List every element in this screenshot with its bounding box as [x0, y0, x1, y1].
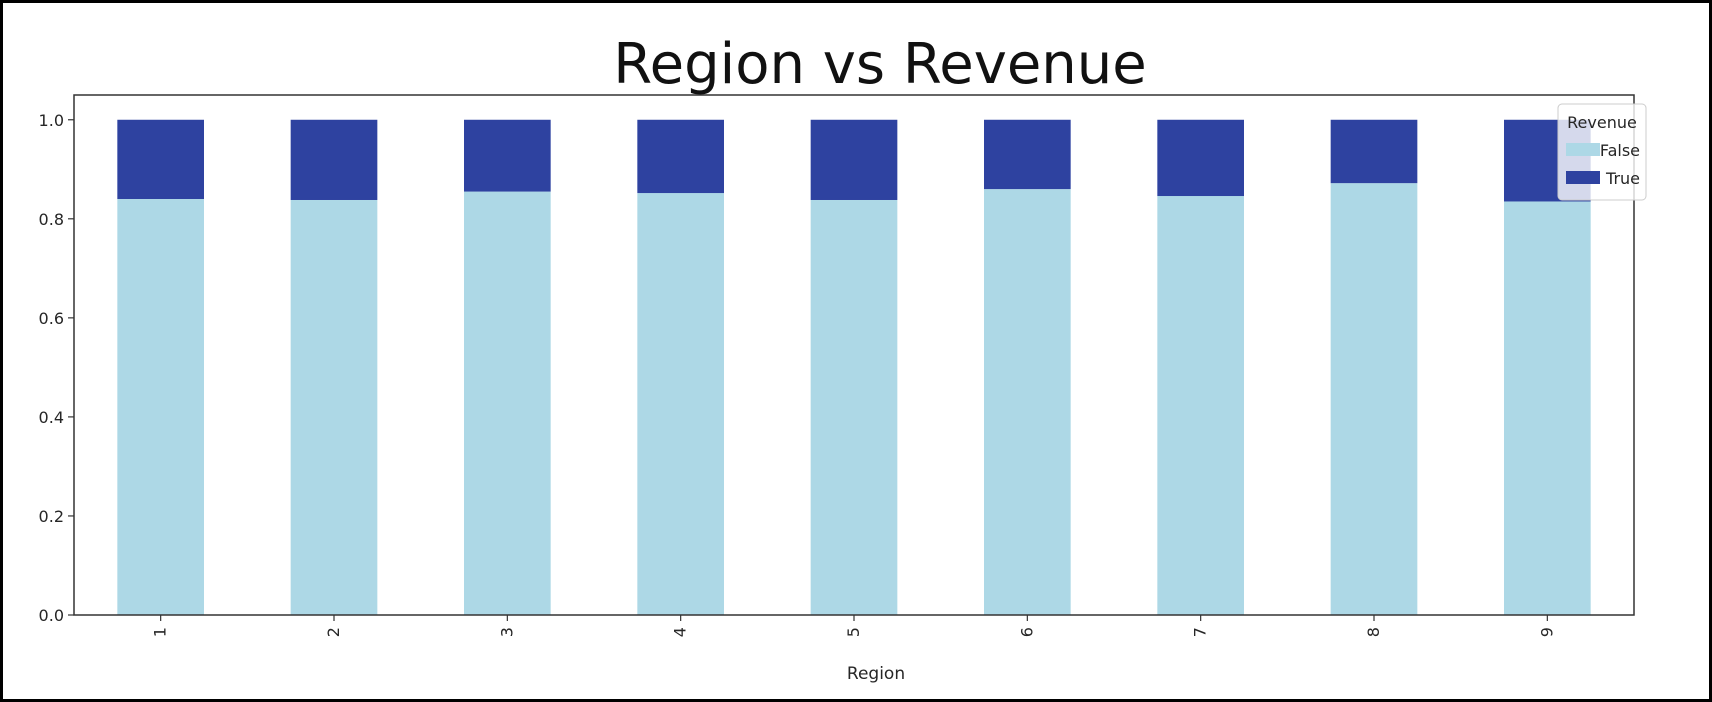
x-tick-label: 7	[1191, 627, 1210, 637]
y-tick-label: 0.8	[39, 210, 64, 229]
y-tick-label: 0.4	[39, 408, 64, 427]
x-tick-label: 9	[1537, 627, 1556, 637]
bar-false-region-1	[117, 199, 204, 615]
y-tick-label: 0.6	[39, 309, 64, 328]
x-axis: 1 2 3 4 5 6 7 8 9	[151, 615, 1556, 637]
x-tick-label: 5	[844, 627, 863, 637]
plot-area: 0.0 0.2 0.4 0.6 0.8 1.0 1 2 3 4 5 6 7 8 9	[39, 94, 1635, 637]
bar-true-region-3	[464, 119, 551, 192]
x-tick-label: 4	[671, 627, 690, 637]
y-tick-label: 0.0	[39, 606, 64, 625]
legend-swatch-true	[1566, 171, 1600, 184]
bar-true-region-2	[290, 119, 378, 200]
bar-true-region-7	[1157, 119, 1244, 197]
bar-false-region-3	[464, 191, 551, 615]
bar-true-region-1	[117, 119, 204, 199]
bar-false-region-7	[1157, 196, 1244, 615]
x-tick-label: 3	[497, 627, 516, 637]
bar-true-region-4	[637, 119, 724, 194]
y-axis: 0.0 0.2 0.4 0.6 0.8 1.0	[39, 111, 74, 625]
legend-label-true: True	[1605, 169, 1640, 188]
bar-true-region-8	[1330, 119, 1418, 184]
x-tick-label: 6	[1017, 627, 1036, 637]
legend-title: Revenue	[1567, 113, 1637, 132]
x-tick-label: 8	[1364, 627, 1383, 637]
bar-false-region-9	[1504, 201, 1591, 616]
bar-true-region-6	[984, 119, 1071, 190]
legend-swatch-false	[1566, 143, 1600, 156]
y-tick-label: 1.0	[39, 111, 64, 130]
y-tick-label: 0.2	[39, 507, 64, 526]
bar-false-region-6	[984, 189, 1071, 615]
x-tick-label: 1	[151, 627, 170, 637]
chart-title: Region vs Revenue	[613, 32, 1147, 97]
legend: Revenue False True	[1557, 103, 1647, 201]
bar-true-region-5	[810, 119, 898, 200]
bar-false-region-4	[637, 193, 724, 615]
bars-group	[117, 119, 1591, 616]
x-axis-label: Region	[847, 664, 905, 684]
bar-false-region-8	[1330, 183, 1418, 615]
x-tick-label: 2	[324, 627, 343, 637]
bar-false-region-5	[810, 199, 898, 616]
legend-label-false: False	[1600, 141, 1640, 160]
bar-false-region-2	[290, 199, 378, 616]
